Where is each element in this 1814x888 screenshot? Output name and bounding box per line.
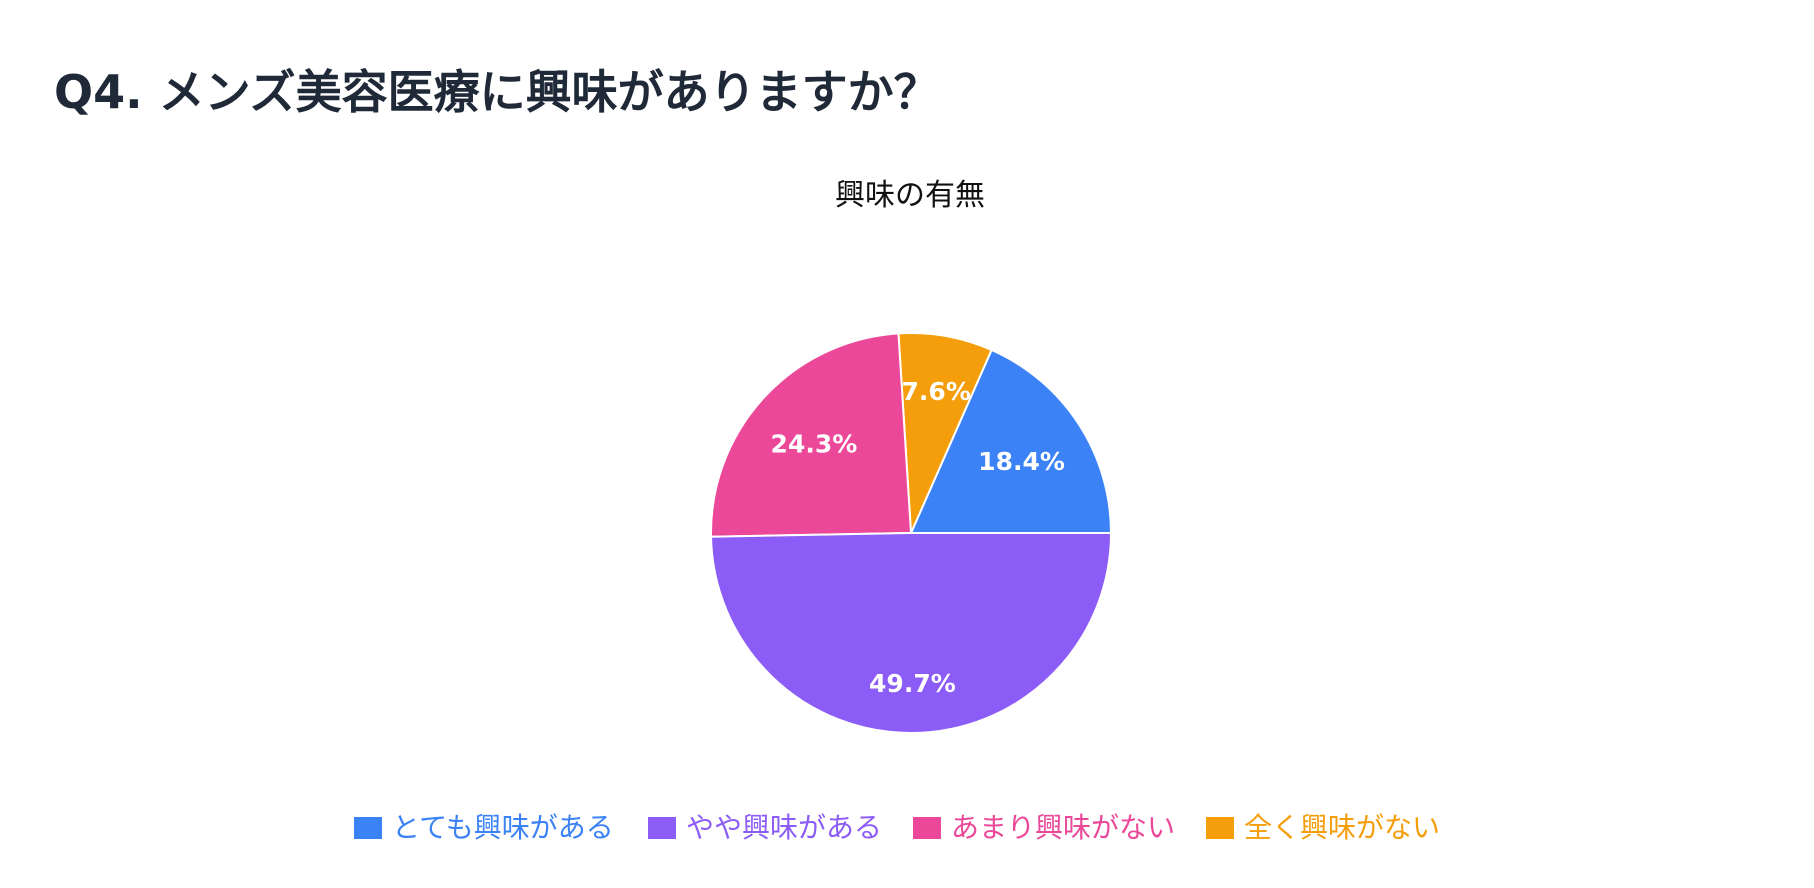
legend-label: あまり興味がない <box>951 811 1175 844</box>
chart-legend: とても興味がある やや興味がある あまり興味がない 全く興味がない <box>354 811 1440 844</box>
legend-swatch <box>913 817 941 839</box>
slice-label: 7.6% <box>902 377 971 406</box>
legend-swatch <box>648 817 676 839</box>
pie-slice-labels: 18.4% 7.6% 24.3% 49.7% <box>771 377 1065 698</box>
legend-swatch <box>1206 817 1234 839</box>
pie-slice <box>710 332 913 538</box>
slice-label: 49.7% <box>869 669 956 698</box>
legend-label: 全く興味がない <box>1244 811 1440 844</box>
pie-slice <box>710 532 1113 734</box>
pie-slice <box>897 332 993 534</box>
legend-label: とても興味がある <box>392 811 614 844</box>
pie-slice <box>909 348 1113 534</box>
pie-slices <box>710 332 1113 734</box>
page-title: Q4. メンズ美容医療に興味がありますか？ <box>54 65 940 119</box>
legend-label: やや興味がある <box>686 811 882 844</box>
slice-label: 24.3% <box>771 430 858 459</box>
slice-label: 18.4% <box>978 447 1065 476</box>
chart-title: 興味の有無 <box>835 178 985 213</box>
legend-swatch <box>354 817 382 839</box>
